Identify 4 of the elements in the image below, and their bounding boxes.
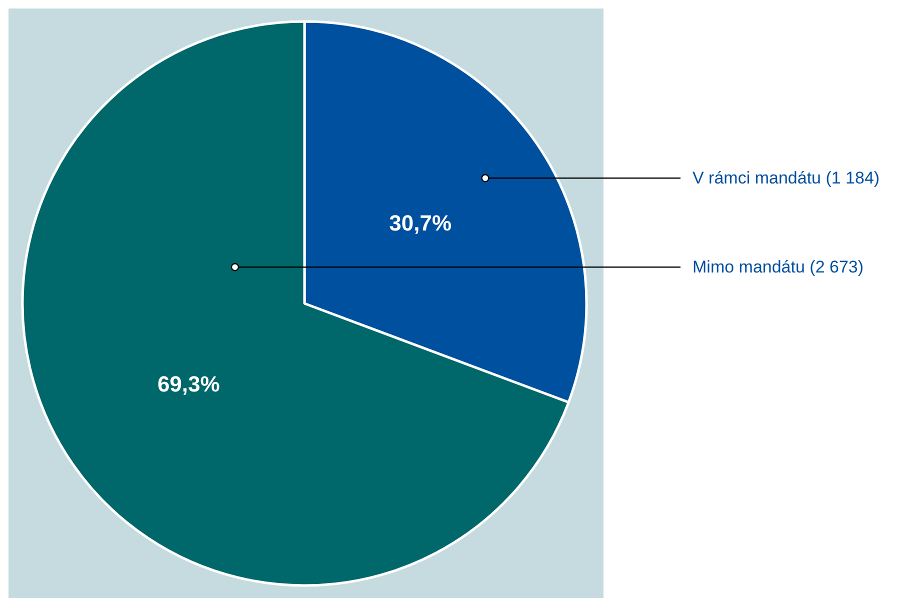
slice-label: V rámci mandátu (1 184) (692, 168, 880, 188)
slice-label: Mimo mandátu (2 673) (692, 258, 864, 277)
data-label: 69,3% (157, 371, 220, 396)
data-label: 30,7% (389, 210, 452, 236)
